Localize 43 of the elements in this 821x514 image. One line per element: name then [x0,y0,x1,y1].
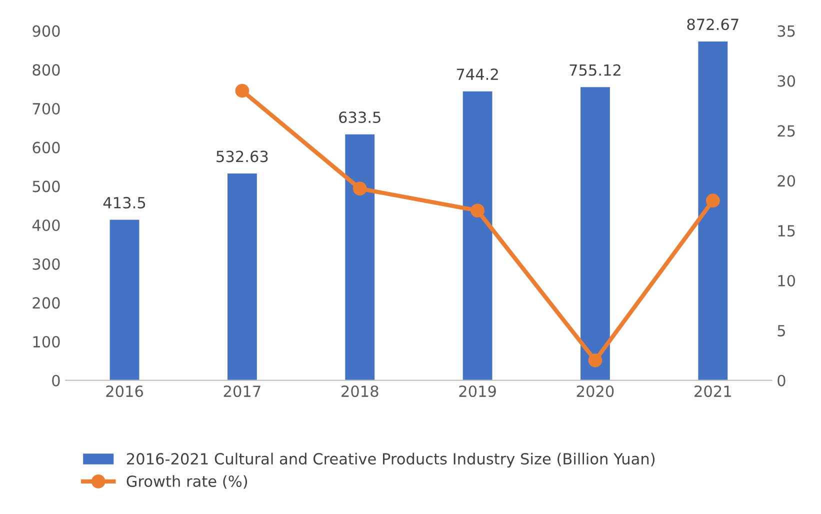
bar [580,87,610,380]
y-tick-label: 500 [32,180,60,192]
point [706,194,720,208]
y-tick-label: 200 [32,297,60,309]
point [588,353,602,368]
y2-tick-label: 5 [778,325,785,336]
y-tick-label: 700 [32,102,60,115]
x-tick-label: 2019 [459,385,496,398]
bar [345,134,375,380]
y2-tick-label: 10 [778,274,796,287]
point [352,182,367,196]
bar [227,174,257,380]
legend-label: 2016-2021 Cultural and Creative Products Industry Size (Billion Yuan) [126,452,654,468]
bar [462,91,492,380]
data-label: 633.5 [339,111,380,124]
data-label: 872.67 [687,18,738,30]
x-tick-label: 2016 [106,385,143,398]
y2-tick-label: 25 [778,125,795,137]
x-tick-label: 2020 [576,385,614,398]
y2-tick-label: 35 [778,25,795,37]
x-tick-label: 2017 [224,385,260,398]
bar [110,220,140,380]
x-tick-label: 2021 [694,385,731,398]
x-tick-label: 2018 [342,385,378,398]
y2-tick-label: 20 [778,175,796,187]
y-tick-label: 400 [32,219,60,232]
data-label: 744.2 [456,68,498,80]
legend-label: Growth rate (%) [126,475,248,489]
y-tick-label: 100 [33,336,60,348]
data-label: 755.12 [570,64,620,76]
y2-tick-label: 30 [778,75,796,87]
data-label: 413.5 [103,196,146,208]
y-tick-label: 900 [32,25,60,37]
data-label: 532.63 [216,150,268,162]
y-tick-label: 0 [52,374,60,386]
y-tick-label: 300 [32,258,60,270]
y-tick-label: 600 [32,142,60,154]
point [235,84,250,98]
y-tick-label: 800 [32,64,60,76]
y2-tick-label: 15 [778,225,795,237]
point [470,204,484,218]
y2-tick-label: 0 [778,374,786,386]
bar [698,41,728,380]
